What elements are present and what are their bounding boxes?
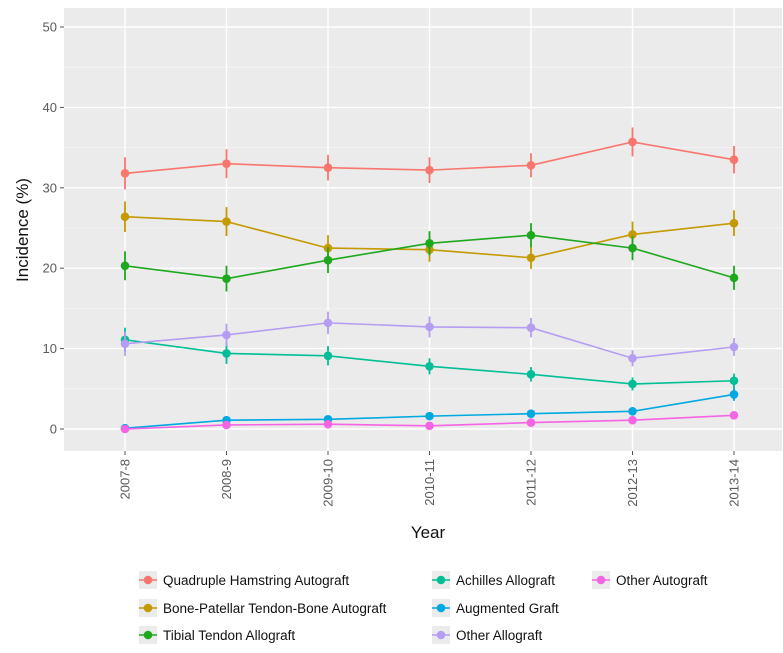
x-tick-label: 2007-8: [118, 459, 133, 499]
y-tick-label: 50: [43, 20, 57, 35]
legend-label: Other Autograft: [616, 573, 708, 588]
data-point: [425, 411, 434, 421]
data-point: [222, 274, 231, 283]
data-point: [729, 273, 739, 283]
x-tick-label: 2009-10: [321, 459, 336, 507]
x-tick-label: 2011-12: [524, 459, 539, 506]
data-point: [222, 349, 231, 358]
legend-key-point: [143, 603, 153, 613]
series-5: [120, 311, 739, 367]
data-point: [120, 261, 130, 271]
data-point: [425, 165, 434, 175]
y-tick-label: 10: [43, 341, 57, 356]
data-point: [120, 169, 130, 178]
data-point: [222, 420, 231, 430]
data-point: [222, 217, 231, 226]
panel-background: [64, 8, 782, 451]
data-point: [729, 376, 739, 386]
x-axis-title: Year: [411, 523, 446, 542]
data-point: [628, 407, 637, 416]
data-point: [729, 218, 739, 228]
legend-item: Other Autograft: [592, 571, 708, 589]
data-point: [526, 323, 536, 332]
y-axis-title: Incidence (%): [13, 178, 32, 282]
data-point: [729, 411, 739, 420]
legend-item: Bone-Patellar Tendon-Bone Autograft: [139, 599, 387, 617]
y-tick-label: 30: [43, 180, 57, 195]
legend-label: Achilles Allograft: [456, 573, 555, 588]
legend-key-point: [436, 575, 446, 585]
data-point: [425, 361, 434, 371]
legend-label: Augmented Graft: [456, 601, 559, 616]
data-point: [120, 212, 130, 222]
legend-label: Quadruple Hamstring Autograft: [163, 573, 349, 588]
data-point: [729, 342, 739, 352]
series-0: [120, 127, 739, 190]
y-axis: 0 10 20 30 40 50: [43, 20, 64, 437]
legend-key-point: [143, 630, 153, 640]
data-point: [425, 322, 434, 332]
legend-key-point: [143, 575, 153, 585]
legend-key-point: [436, 603, 446, 613]
x-tick-label: 2010-11: [422, 459, 437, 506]
data-point: [526, 409, 536, 419]
series-6: [120, 411, 739, 434]
plot-panel: [64, 8, 782, 451]
legend-label: Other Allograft: [456, 628, 543, 643]
data-point: [323, 255, 333, 265]
data-point: [628, 415, 637, 425]
legend-item: Other Allograft: [432, 626, 543, 644]
x-tick-label: 2013-14: [727, 459, 742, 507]
legend-key-point: [596, 575, 606, 585]
x-tick-label: 2008-9: [219, 459, 234, 499]
data-point: [120, 339, 130, 349]
data-point: [425, 238, 434, 248]
legend-item: Tibial Tendon Allograft: [139, 626, 295, 644]
data-point: [628, 353, 637, 363]
legend-item: Quadruple Hamstring Autograft: [139, 571, 349, 589]
data-point: [526, 370, 536, 379]
series-layer: [120, 127, 739, 434]
legend-item: Augmented Graft: [432, 599, 559, 617]
legend-item: Achilles Allograft: [432, 571, 555, 589]
data-point: [729, 155, 739, 164]
y-tick-label: 40: [43, 100, 57, 115]
data-point: [323, 419, 333, 429]
y-tick-label: 20: [43, 261, 57, 276]
data-point: [628, 379, 637, 389]
data-point: [323, 318, 333, 328]
data-point: [729, 390, 739, 399]
x-tick-label: 2012-13: [625, 459, 640, 507]
data-point: [628, 137, 637, 147]
legend: Quadruple Hamstring Autograft Bone-Patell…: [139, 571, 708, 644]
data-point: [425, 421, 434, 431]
data-point: [628, 230, 637, 239]
y-tick-label: 0: [50, 422, 57, 437]
data-point: [526, 418, 536, 427]
data-point: [323, 163, 333, 172]
data-point: [628, 243, 637, 253]
data-point: [323, 351, 333, 361]
data-point: [222, 330, 231, 340]
data-point: [526, 253, 536, 263]
data-point: [526, 160, 536, 170]
data-point: [222, 159, 231, 168]
data-point: [526, 230, 536, 240]
series-2: [120, 223, 739, 292]
legend-label: Bone-Patellar Tendon-Bone Autograft: [163, 601, 387, 616]
legend-label: Tibial Tendon Allograft: [163, 628, 295, 643]
data-point: [120, 424, 130, 434]
x-axis: 2007-8 2008-9 2009-10 2010-11 2011-12 2012-13…: [118, 451, 742, 507]
legend-key-point: [436, 630, 446, 640]
